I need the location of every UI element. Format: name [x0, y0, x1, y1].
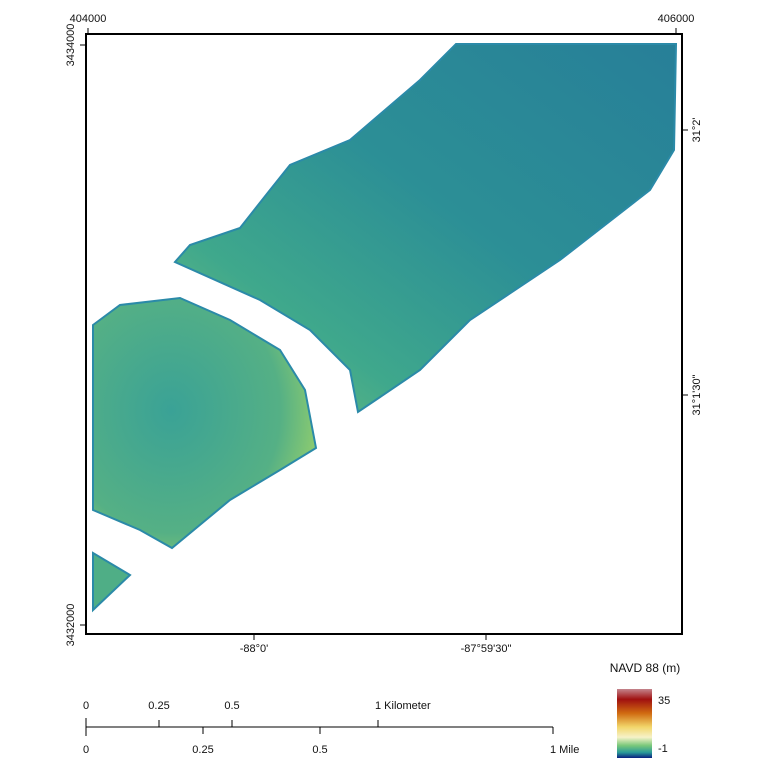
island — [92, 296, 318, 550]
color-bar — [617, 689, 652, 758]
barrier-strip — [173, 43, 678, 414]
mile-label: 0.5 — [312, 744, 327, 756]
legend-title: NAVD 88 (m) — [610, 661, 680, 675]
northing-label: 3432000 — [65, 604, 77, 647]
legend: NAVD 88 (m) 35 -1 — [610, 661, 680, 758]
northing-label: 3434000 — [65, 24, 77, 67]
longitude-label: -87°59'30" — [461, 643, 512, 655]
easting-label: 406000 — [658, 13, 695, 25]
scale-bar: 0 0.25 0.5 1 Kilometer 0 0.25 0.5 1 Mile — [83, 700, 579, 756]
map-frame — [85, 33, 683, 635]
longitude-label: -88°0' — [240, 643, 269, 655]
terrain — [92, 43, 678, 613]
mile-label: 1 Mile — [550, 744, 579, 756]
frame-ticks — [80, 28, 688, 640]
latitude-label: 31°1'30" — [691, 374, 703, 415]
km-label: 0 — [83, 700, 89, 712]
easting-label: 404000 — [70, 13, 107, 25]
km-label: 0.25 — [148, 700, 169, 712]
legend-max: 35 — [658, 695, 670, 707]
island-small — [92, 551, 132, 613]
latitude-label: 31°2' — [691, 118, 703, 143]
mile-label: 0.25 — [192, 744, 213, 756]
legend-min: -1 — [658, 743, 668, 755]
mile-label: 0 — [83, 744, 89, 756]
km-label: 1 Kilometer — [375, 700, 431, 712]
km-label: 0.5 — [224, 700, 239, 712]
